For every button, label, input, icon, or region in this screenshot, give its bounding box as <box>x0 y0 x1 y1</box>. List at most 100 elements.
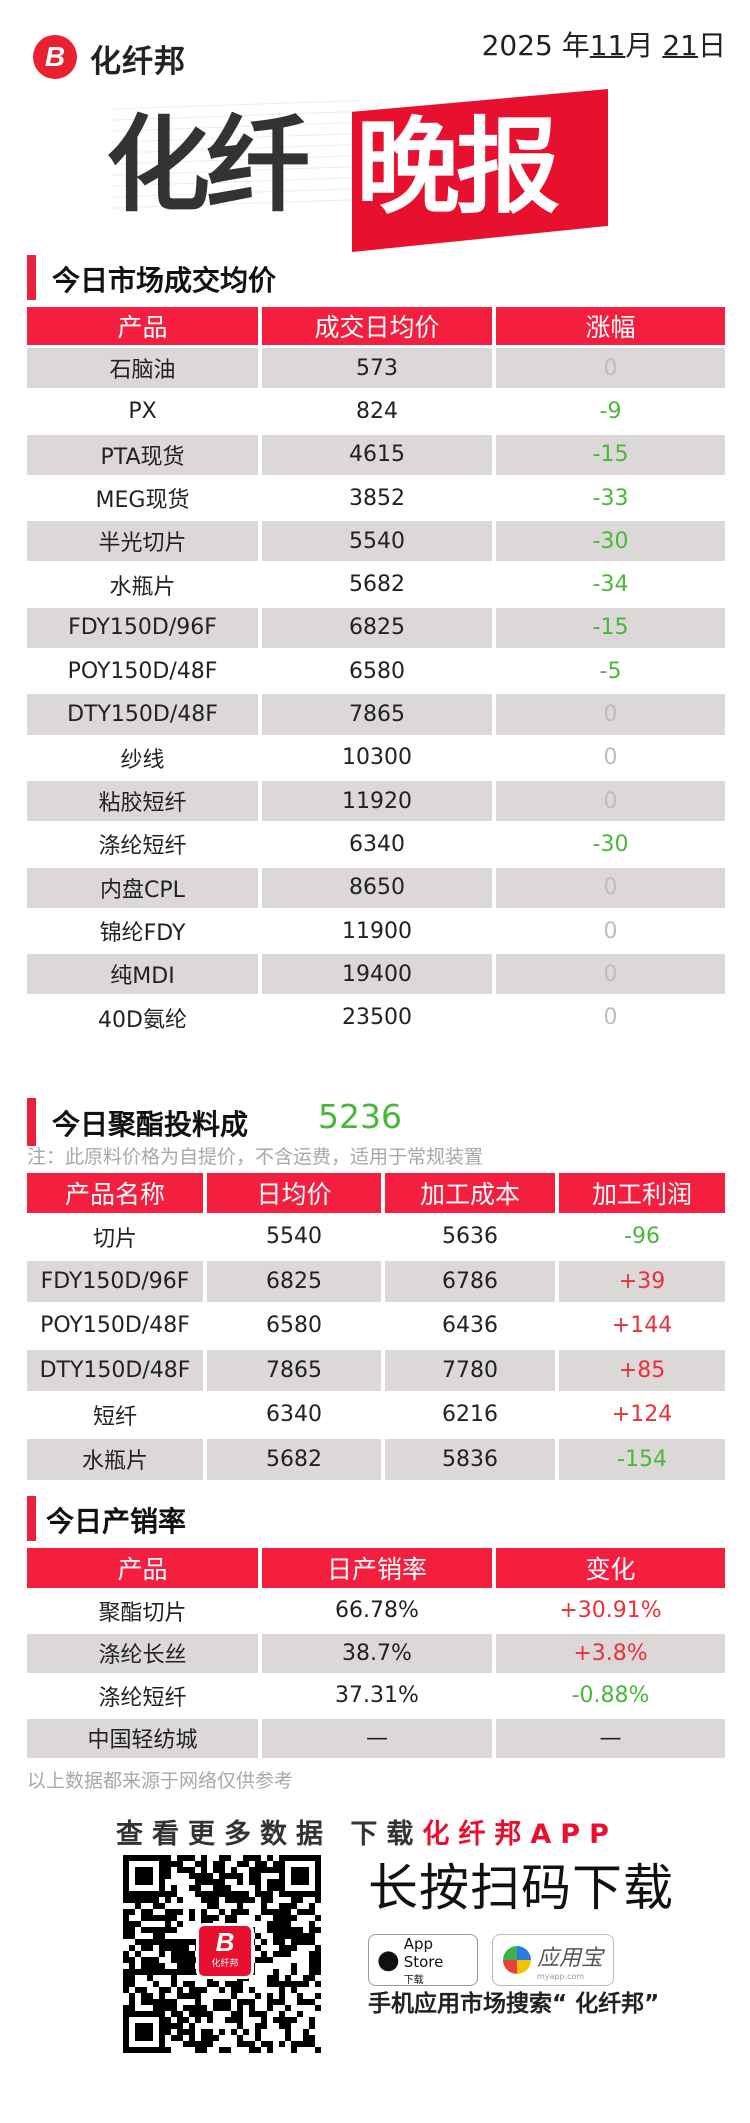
qr-module <box>177 1921 183 1927</box>
sales-rate-table: 产品 日产销率 变化 聚酯切片 66.78% +30.91% 涤纶长丝 38.7% +3.8% 涤… <box>27 1548 725 1761</box>
qr-module <box>291 1927 297 1933</box>
qr-module <box>201 1855 207 1861</box>
qr-module <box>225 1891 231 1897</box>
table-cell: 6436 <box>442 1313 498 1339</box>
table-cell: 0 <box>603 918 618 944</box>
qr-module <box>249 1873 255 1879</box>
table-cell: 水瓶片 <box>109 574 176 600</box>
qr-module <box>195 1999 201 2005</box>
qr-module <box>165 1921 171 1927</box>
qr-module <box>249 2041 255 2047</box>
qr-module <box>297 1897 303 1903</box>
qr-module <box>171 1915 177 1921</box>
table-cell: 19400 <box>262 954 492 995</box>
qr-module <box>135 1951 141 1957</box>
qr-module <box>123 1927 129 1933</box>
qr-module <box>279 1915 285 1921</box>
table-cell: -0.88% <box>571 1683 650 1709</box>
qr-module <box>249 1897 255 1903</box>
promo-app-name: 化纤邦APP <box>422 1819 618 1850</box>
table-header: 产品 成交日均价 涨幅 <box>27 307 725 345</box>
qr-module <box>165 1915 171 1921</box>
qr-module <box>273 1981 279 1987</box>
qr-module <box>147 1909 153 1915</box>
qr-module <box>183 2005 189 2011</box>
table-row: 锦纶FDY 11900 0 <box>27 911 725 951</box>
qr-module <box>309 2017 315 2023</box>
section-marker <box>27 255 36 300</box>
qr-module <box>255 2035 261 2041</box>
qr-module <box>267 1909 273 1915</box>
app-store-button[interactable]: ● App Store 下载 <box>368 1934 478 1986</box>
qr-module <box>225 1897 231 1903</box>
qr-module <box>273 1921 279 1927</box>
qr-module <box>141 1957 147 1963</box>
qr-module <box>249 1879 255 1885</box>
qr-module <box>177 1897 183 1903</box>
qr-module <box>237 1873 243 1879</box>
qr-module <box>129 1963 135 1969</box>
qr-module <box>201 1987 207 1993</box>
qr-module <box>177 1855 183 1861</box>
apple-icon: ● <box>377 1945 400 1975</box>
table-cell: FDY150D/96F <box>27 607 258 649</box>
table-cell: 0 <box>496 867 725 908</box>
qr-module <box>255 1993 261 1999</box>
table-row: 切片 5540 5636 -96 <box>27 1216 725 1258</box>
qr-module <box>183 1969 189 1975</box>
qr-module <box>189 1855 195 1861</box>
qr-module <box>147 1963 153 1969</box>
table-cell: — <box>262 1718 492 1758</box>
qr-module <box>123 1897 129 1903</box>
table-row: DTY150D/48F 7865 0 <box>27 694 725 735</box>
qr-module <box>195 2041 201 2047</box>
table-cell: -30 <box>592 831 629 857</box>
table-row: 涤纶短纤 6340 -30 <box>27 824 725 864</box>
qr-module <box>177 1861 183 1867</box>
qr-module <box>213 1861 219 1867</box>
qr-module <box>171 1957 177 1963</box>
qr-module <box>165 2029 171 2035</box>
qr-module <box>177 1867 183 1873</box>
qr-module <box>141 1987 147 1993</box>
qr-module <box>207 1981 213 1987</box>
qr-module <box>309 1975 315 1981</box>
qr-module <box>225 1885 231 1891</box>
qr-module <box>225 1855 231 1861</box>
qr-module <box>219 1909 225 1915</box>
table-row: 纯MDI 19400 0 <box>27 954 725 995</box>
table-row: POY150D/48F 6580 6436 +144 <box>27 1305 725 1347</box>
qr-module <box>255 2011 261 2017</box>
qr-module <box>249 1867 255 1873</box>
date-month: 11 <box>589 29 626 62</box>
qr-module <box>177 1909 183 1915</box>
table-cell: 0 <box>496 348 725 389</box>
qr-module <box>237 1861 243 1867</box>
column-header: 加工利润 <box>559 1173 725 1213</box>
qr-module <box>213 1903 219 1909</box>
table-cell: 6340 <box>266 1402 322 1428</box>
qr-module <box>219 1999 225 2005</box>
qr-module <box>141 1927 147 1933</box>
qr-module <box>261 2017 267 2023</box>
qr-module <box>309 2041 315 2047</box>
qr-module <box>243 1999 249 2005</box>
qr-code[interactable] <box>123 1855 321 2053</box>
qr-module <box>207 1873 213 1879</box>
qr-module <box>273 1867 279 1873</box>
brand-name: 化纤邦 <box>90 44 186 80</box>
qr-module <box>279 1903 285 1909</box>
table-cell: -15 <box>496 607 725 649</box>
qr-module <box>159 2005 165 2011</box>
qr-module <box>201 2029 207 2035</box>
qr-module <box>189 1957 195 1963</box>
qr-module <box>261 1957 267 1963</box>
qr-module <box>237 2017 243 2023</box>
qr-module <box>243 1861 249 1867</box>
qr-module <box>255 2023 261 2029</box>
table-row: 纱线 10300 0 <box>27 738 725 778</box>
yingyongbao-button[interactable]: 应用宝 myapp.com <box>492 1934 614 1986</box>
qr-module <box>207 1915 213 1921</box>
qr-module <box>165 1891 171 1897</box>
qr-module <box>123 1915 129 1921</box>
